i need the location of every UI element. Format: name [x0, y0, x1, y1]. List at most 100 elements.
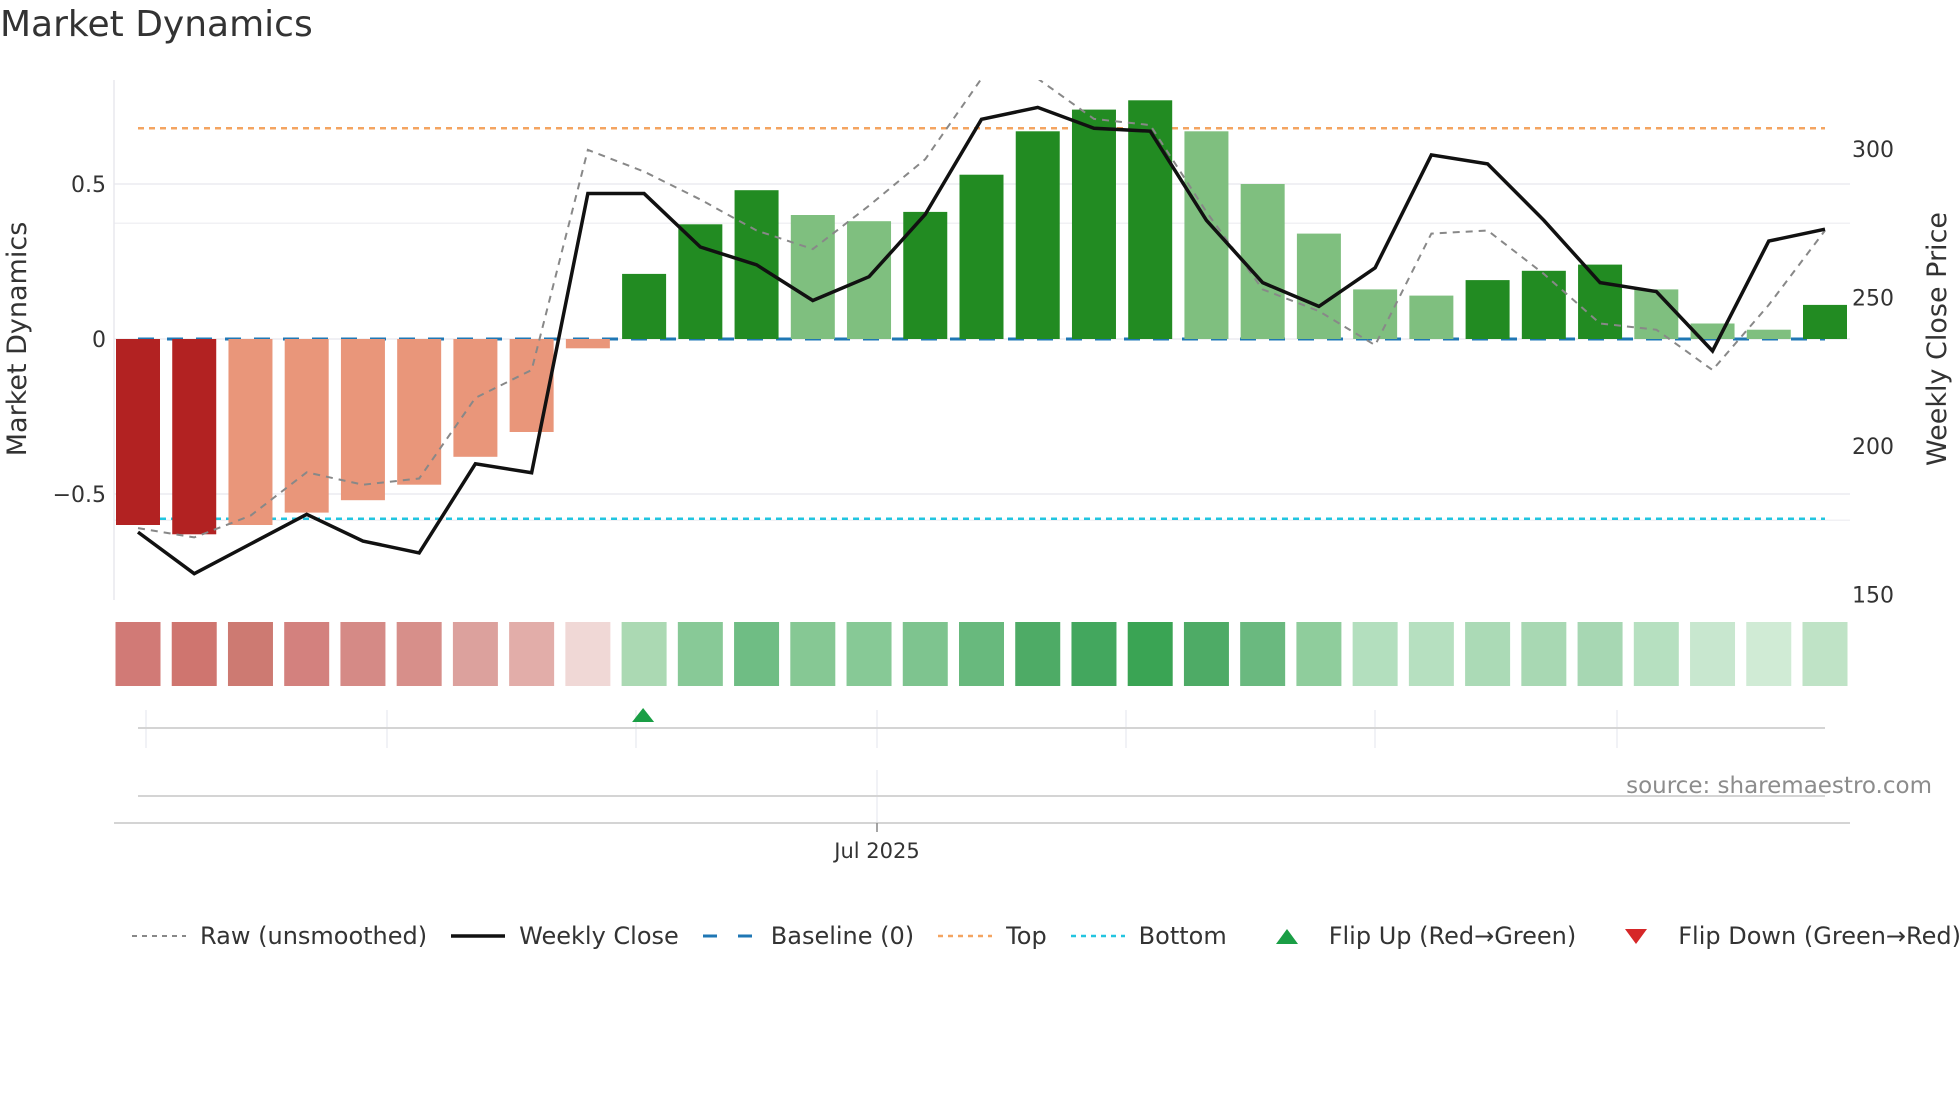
heat-cell: [846, 622, 892, 686]
heat-cell: [902, 622, 948, 686]
source-note: source: sharemaestro.com: [1626, 773, 1932, 799]
y-axis-title-left: Market Dynamics: [2, 222, 33, 457]
triangle-down-red-icon: [1608, 926, 1666, 946]
y-tick-right: 250: [1852, 287, 1894, 312]
legend-item-top: Top: [936, 922, 1047, 950]
y-tick-right: 150: [1852, 584, 1894, 609]
dynamics-bar: [1803, 304, 1847, 339]
dynamics-bar: [116, 339, 160, 525]
heat-cell: [1521, 622, 1567, 686]
heat-cell: [1071, 622, 1117, 686]
legend-item-flip-down: Flip Down (Green→Red): [1598, 922, 1960, 950]
heat-cell: [1408, 622, 1454, 686]
legend-label: Weekly Close: [519, 922, 679, 950]
heat-cell: [565, 622, 611, 686]
dynamics-bar: [1071, 109, 1116, 339]
heat-cell: [1633, 622, 1679, 686]
heat-cell: [115, 622, 161, 686]
legend-item-baseline: Baseline (0): [701, 922, 914, 950]
heat-cell: [1690, 622, 1736, 686]
dynamics-bar: [228, 339, 273, 525]
heat-strip: [115, 622, 1848, 686]
triangle-up-green-icon: [1259, 926, 1317, 946]
legend-label: Raw (unsmoothed): [200, 922, 428, 950]
heat-cell: [1802, 622, 1848, 686]
dynamics-bar: [1015, 131, 1060, 339]
heat-cell: [1015, 622, 1061, 686]
heat-cell: [171, 622, 217, 686]
dynamics-bar: [1296, 233, 1341, 339]
dynamics-bar: [1634, 289, 1679, 339]
dynamics-bar: [959, 174, 1004, 339]
flip-timeline: Jul 2025: [114, 708, 1850, 863]
dynamics-bar: [509, 339, 554, 432]
dynamics-bars: [116, 100, 1847, 535]
dynamics-bar: [1746, 329, 1791, 339]
dynamics-bar: [1465, 280, 1510, 339]
dynamics-bar: [172, 339, 217, 535]
y-tick-right: 300: [1852, 138, 1894, 163]
dynamics-bar: [1240, 184, 1285, 339]
heat-cell: [959, 622, 1004, 686]
legend-item-flip-up: Flip Up (Red→Green): [1249, 922, 1577, 950]
heat-cell: [790, 622, 836, 686]
heat-cell: [1296, 622, 1342, 686]
heat-cell: [621, 622, 667, 686]
dashed-blue-line-icon: [701, 926, 759, 946]
dotted-gray-line-icon: [130, 926, 188, 946]
series-lines: [136, 80, 1826, 576]
dotted-orange-line-icon: [936, 926, 994, 946]
heat-cell: [677, 622, 723, 686]
legend-item-bottom: Bottom: [1069, 922, 1227, 950]
flip-up-marker-icon: [632, 708, 655, 722]
y-tick-right: 200: [1852, 435, 1894, 460]
heat-cell: [1577, 622, 1623, 686]
heat-cell: [1746, 622, 1792, 686]
y-axis-title-right: Weekly Close Price: [1922, 212, 1953, 466]
y-tick-left: 0.5: [71, 173, 106, 198]
dynamics-bar: [453, 339, 498, 457]
heat-cell: [227, 622, 273, 686]
heat-cell: [1240, 622, 1286, 686]
dynamics-bar: [622, 273, 667, 339]
legend-label: Bottom: [1138, 922, 1227, 950]
legend-label: Flip Down (Green→Red): [1678, 922, 1960, 950]
legend-item-close: Weekly Close: [449, 922, 679, 950]
chart-title: Market Dynamics: [0, 4, 313, 45]
dynamics-bar: [340, 339, 385, 501]
raw-line: [137, 80, 1826, 539]
axes: −0.5 0 0.5 150 200 250 300 Market Dynamics Weekl…: [2, 80, 1953, 609]
legend-label: Top: [1006, 922, 1047, 950]
heat-cell: [340, 622, 386, 686]
dynamics-bar: [1128, 100, 1173, 339]
dynamics-bar: [678, 224, 723, 339]
heat-cell: [509, 622, 555, 686]
dotted-cyan-line-icon: [1069, 926, 1127, 946]
y-tick-left: 0: [92, 328, 106, 353]
dynamics-bar: [397, 339, 442, 485]
dynamics-bar: [847, 221, 892, 339]
heat-cell: [1183, 622, 1229, 686]
dynamics-bar: [790, 215, 835, 339]
legend-item-raw: Raw (unsmoothed): [130, 922, 427, 950]
heat-cell: [1465, 622, 1511, 686]
weekly-close-line: [136, 105, 1826, 576]
dynamics-bar: [1578, 264, 1623, 339]
legend-label: Baseline (0): [770, 922, 915, 950]
y-tick-left: −0.5: [53, 483, 106, 508]
dynamics-bar: [284, 339, 329, 513]
solid-black-line-icon: [449, 926, 507, 946]
dynamics-bar: [1521, 270, 1566, 339]
legend-label: Flip Up (Red→Green): [1328, 922, 1577, 950]
heat-cell: [396, 622, 442, 686]
heat-cell: [1127, 622, 1173, 686]
dynamics-bar: [1409, 295, 1454, 339]
heat-cell: [452, 622, 498, 686]
x-tick-label: Jul 2025: [832, 839, 919, 863]
heat-cell: [1352, 622, 1398, 686]
heat-cell: [734, 622, 780, 686]
dynamics-bar: [565, 339, 610, 349]
legend: Raw (unsmoothed) Weekly Close Baseline (0)…: [130, 922, 1960, 950]
heat-cell: [284, 622, 330, 686]
